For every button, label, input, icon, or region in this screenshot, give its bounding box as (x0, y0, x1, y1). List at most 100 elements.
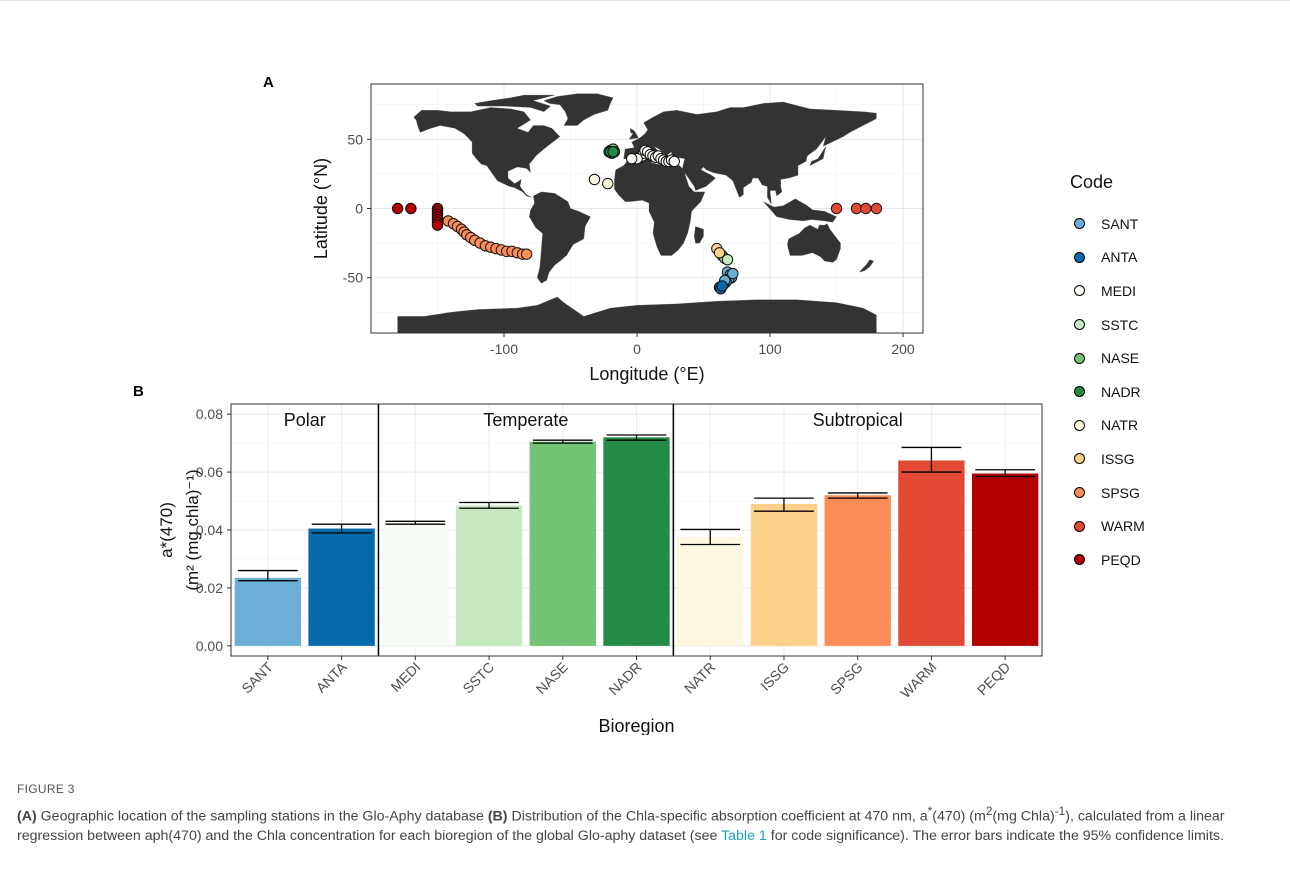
legend-marker (1074, 386, 1085, 398)
land-north-america (413, 107, 561, 198)
land-borneo-indonesia (763, 198, 837, 223)
legend-marker (1074, 352, 1085, 364)
station-point-spsg (520, 248, 533, 260)
bar-medi (382, 522, 449, 646)
legend-item-warm: WARM (1070, 509, 1145, 543)
map-x-axis-label: Longitude (°E) (589, 364, 704, 384)
station-point-sant (727, 267, 739, 280)
bar-y-tick-label: 0.08 (196, 406, 223, 422)
legend-marker (1074, 251, 1085, 263)
caption-text: (A) Geographic location of the sampling … (17, 804, 1225, 844)
panel-b-label: B (133, 383, 144, 400)
station-point-peqd (405, 202, 417, 215)
map-y-tick-label: -50 (343, 270, 363, 286)
group-label-temperate: Temperate (483, 410, 568, 430)
table-1-link[interactable]: Table 1 (721, 827, 767, 844)
map-x-tick-label: 0 (633, 341, 641, 357)
map-x-tick-label: 100 (758, 341, 782, 357)
legend-marker (1074, 285, 1085, 297)
legend-label: MEDI (1101, 282, 1136, 299)
bar-y-axis-label-line2: (m² (mg chla)⁻¹) (183, 469, 202, 590)
group-label-subtropical: Subtropical (813, 410, 903, 430)
group-label-polar: Polar (284, 410, 326, 430)
station-point-sstc (721, 253, 734, 266)
legend-label: NATR (1101, 417, 1139, 434)
legend-marker (1074, 218, 1085, 230)
legend-label: NASE (1101, 350, 1140, 367)
legend-item-issg: ISSG (1070, 442, 1145, 476)
bar-x-axis-label: Bioregion (598, 716, 674, 735)
land-antarctica (397, 296, 877, 334)
figure-label: FIGURE 3 (17, 782, 75, 796)
bar-peqd (971, 473, 1039, 646)
bar-x-tick-label: ANTA (313, 658, 350, 695)
figure-caption: FIGURE 3 (A) Geographic location of the … (17, 780, 1277, 846)
station-point-natr (602, 177, 614, 190)
legend-label: ISSG (1101, 450, 1135, 467)
map-y-axis-label: Latitude (°N) (311, 158, 331, 259)
legend-item-nase: NASE (1070, 341, 1145, 375)
map-x-tick-label: -100 (490, 341, 518, 357)
land-south-america (529, 191, 591, 284)
legend-label: SPSG (1101, 484, 1140, 501)
bar-x-tick-label: NASE (533, 659, 571, 697)
bar-chart: Polar Temperate Subtropical 0.00 0.02 0.04 0.0… (160, 403, 1043, 735)
station-point-warm (870, 202, 883, 215)
station-point-peqd (391, 202, 404, 215)
panel-a-label: A (263, 74, 274, 91)
land-uk (628, 128, 639, 140)
bar-x-tick-label: SANT (238, 658, 276, 696)
bar-x-tick-label: NADR (605, 659, 644, 698)
station-point-natr (588, 173, 601, 186)
legend-marker (1074, 487, 1085, 499)
station-point-medi (626, 153, 638, 165)
map-y-tick-label: 50 (347, 131, 363, 147)
legend-item-spsg: SPSG (1070, 476, 1145, 510)
map-x-tick-label: 200 (891, 341, 915, 357)
bar-anta (308, 528, 375, 646)
legend-label: ANTA (1101, 249, 1138, 266)
bar-x-tick-label: MEDI (387, 659, 423, 695)
legend-label: SANT (1101, 215, 1139, 232)
station-point-nadr (607, 146, 619, 158)
legend-label: NADR (1101, 383, 1141, 400)
land-madagascar (694, 226, 704, 244)
bar-issg (750, 503, 818, 646)
map-y-tick-label: 0 (355, 201, 363, 217)
legend-item-sant: SANT (1070, 207, 1145, 241)
bar-sant (234, 577, 302, 646)
legend-marker (1074, 554, 1085, 566)
bar-warm (898, 460, 965, 646)
legend-item-medi: MEDI (1070, 274, 1145, 308)
land-new-zealand (858, 259, 875, 273)
land-canadian-islands (474, 94, 555, 112)
legend-marker (1074, 419, 1085, 431)
land-eurasia (623, 101, 877, 205)
bar-x-tick-label: WARM (897, 659, 939, 701)
bar-natr (677, 537, 744, 646)
station-point-issg (713, 247, 726, 259)
land-australia (787, 223, 841, 263)
legend-marker (1074, 453, 1085, 465)
legend-item-nadr: NADR (1070, 375, 1145, 409)
bar-y-tick-label: 0.00 (196, 638, 223, 654)
figure-frame (0, 0, 1290, 1)
station-point-peqd (431, 219, 444, 231)
legend-label: WARM (1101, 518, 1145, 535)
legend-item-peqd: PEQD (1070, 543, 1145, 577)
land-japan (809, 146, 827, 166)
legend-marker (1074, 319, 1085, 331)
station-point-anta (716, 280, 728, 292)
legend: Code SANT ANTA MEDI SSTC NASE NADR NATR ISSG SPS… (1070, 172, 1145, 577)
bar-nadr (603, 437, 670, 646)
legend-item-anta: ANTA (1070, 241, 1145, 275)
bar-x-tick-label: SSTC (459, 659, 497, 697)
legend-item-natr: NATR (1070, 409, 1145, 443)
legend-item-sstc: SSTC (1070, 308, 1145, 342)
legend-label: SSTC (1101, 316, 1139, 333)
bar-x-tick-label: PEQD (974, 659, 1013, 698)
map-chart: -100 0 100 200 -50 0 50 Longitude (°E) Latitude … (311, 83, 924, 384)
bar-x-tick-label: SPSG (827, 659, 866, 698)
bar-y-tick-label: 0.02 (196, 580, 223, 596)
legend-label: PEQD (1101, 551, 1141, 568)
